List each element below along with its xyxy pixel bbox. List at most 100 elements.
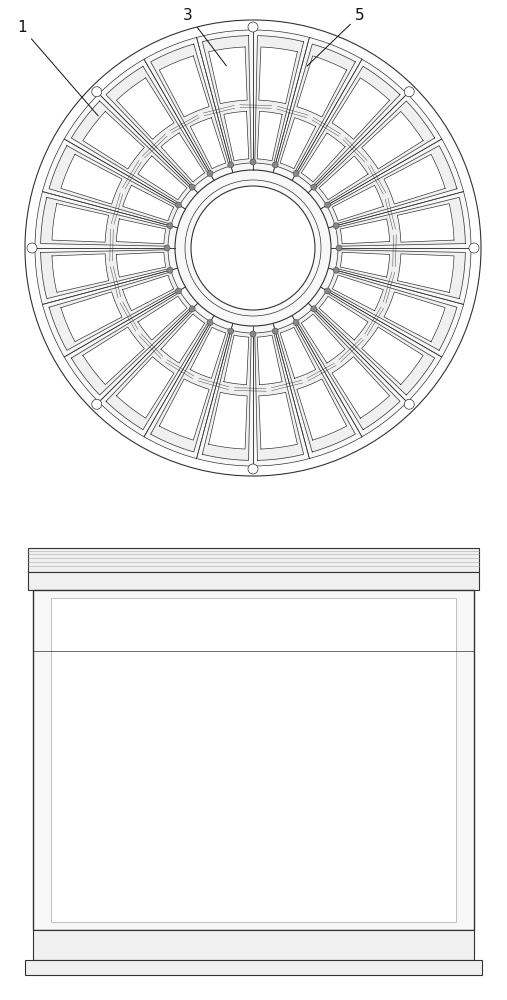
Circle shape [175, 202, 182, 208]
Polygon shape [161, 314, 205, 363]
Polygon shape [159, 379, 209, 440]
Circle shape [336, 245, 342, 251]
Polygon shape [314, 101, 434, 204]
Circle shape [272, 162, 278, 168]
Polygon shape [255, 331, 304, 460]
Bar [25, 960, 482, 975]
Polygon shape [161, 133, 205, 182]
Polygon shape [123, 275, 174, 311]
Polygon shape [297, 379, 347, 440]
Polygon shape [332, 357, 389, 418]
Polygon shape [397, 204, 454, 242]
Bar [28, 572, 479, 590]
Circle shape [293, 171, 299, 177]
Polygon shape [280, 118, 316, 169]
Polygon shape [106, 66, 209, 187]
Polygon shape [319, 156, 368, 200]
Circle shape [272, 328, 278, 334]
Polygon shape [297, 309, 400, 430]
Circle shape [311, 306, 317, 312]
Circle shape [333, 223, 339, 229]
Polygon shape [280, 327, 316, 378]
Polygon shape [328, 272, 457, 350]
Polygon shape [202, 331, 251, 460]
Circle shape [167, 223, 173, 229]
Polygon shape [314, 292, 434, 395]
Polygon shape [49, 272, 178, 350]
Polygon shape [340, 219, 390, 244]
Text: 3: 3 [183, 7, 226, 66]
Polygon shape [255, 36, 304, 165]
Circle shape [404, 87, 414, 97]
Polygon shape [259, 47, 298, 104]
Circle shape [228, 162, 234, 168]
Text: 5: 5 [307, 7, 365, 66]
Polygon shape [259, 392, 298, 449]
Polygon shape [224, 111, 249, 161]
Circle shape [191, 186, 315, 310]
Polygon shape [61, 154, 122, 204]
Bar [33, 590, 474, 930]
Polygon shape [277, 44, 355, 174]
Polygon shape [328, 146, 457, 224]
Polygon shape [159, 56, 209, 117]
Polygon shape [208, 392, 247, 449]
Polygon shape [336, 250, 465, 299]
Circle shape [469, 243, 479, 253]
Circle shape [189, 184, 195, 190]
Polygon shape [83, 111, 144, 169]
Circle shape [248, 22, 258, 32]
Circle shape [250, 331, 256, 337]
Polygon shape [297, 56, 347, 117]
Circle shape [207, 319, 213, 325]
Text: 1: 1 [17, 20, 98, 116]
Polygon shape [208, 47, 247, 104]
Circle shape [404, 399, 414, 409]
Polygon shape [190, 118, 226, 169]
Polygon shape [319, 296, 368, 340]
Polygon shape [361, 327, 423, 385]
Polygon shape [257, 111, 282, 161]
Polygon shape [277, 322, 355, 452]
Polygon shape [361, 111, 423, 169]
Circle shape [92, 87, 102, 97]
Polygon shape [71, 101, 192, 204]
Circle shape [175, 288, 182, 294]
Polygon shape [117, 78, 174, 139]
Polygon shape [41, 250, 170, 299]
Polygon shape [52, 254, 108, 292]
Polygon shape [190, 327, 226, 378]
Polygon shape [340, 252, 390, 277]
Polygon shape [71, 292, 192, 395]
Polygon shape [41, 197, 170, 246]
Polygon shape [151, 44, 229, 174]
Bar [28, 548, 479, 572]
Polygon shape [301, 314, 345, 363]
Circle shape [35, 30, 471, 466]
Polygon shape [116, 252, 166, 277]
Bar [51, 598, 456, 922]
Circle shape [248, 464, 258, 474]
Circle shape [164, 245, 170, 251]
Circle shape [207, 171, 213, 177]
Circle shape [92, 399, 102, 409]
Polygon shape [397, 254, 454, 292]
Circle shape [324, 288, 331, 294]
Polygon shape [332, 275, 383, 311]
Polygon shape [106, 309, 209, 430]
Polygon shape [336, 197, 465, 246]
Polygon shape [257, 335, 282, 385]
Circle shape [228, 328, 234, 334]
Circle shape [333, 267, 339, 273]
Polygon shape [83, 327, 144, 385]
Polygon shape [332, 185, 383, 221]
Polygon shape [138, 156, 187, 200]
Polygon shape [123, 185, 174, 221]
Circle shape [189, 306, 195, 312]
Polygon shape [52, 204, 108, 242]
Polygon shape [297, 66, 400, 187]
Circle shape [311, 184, 317, 190]
Polygon shape [332, 78, 389, 139]
Polygon shape [117, 357, 174, 418]
Circle shape [167, 267, 173, 273]
